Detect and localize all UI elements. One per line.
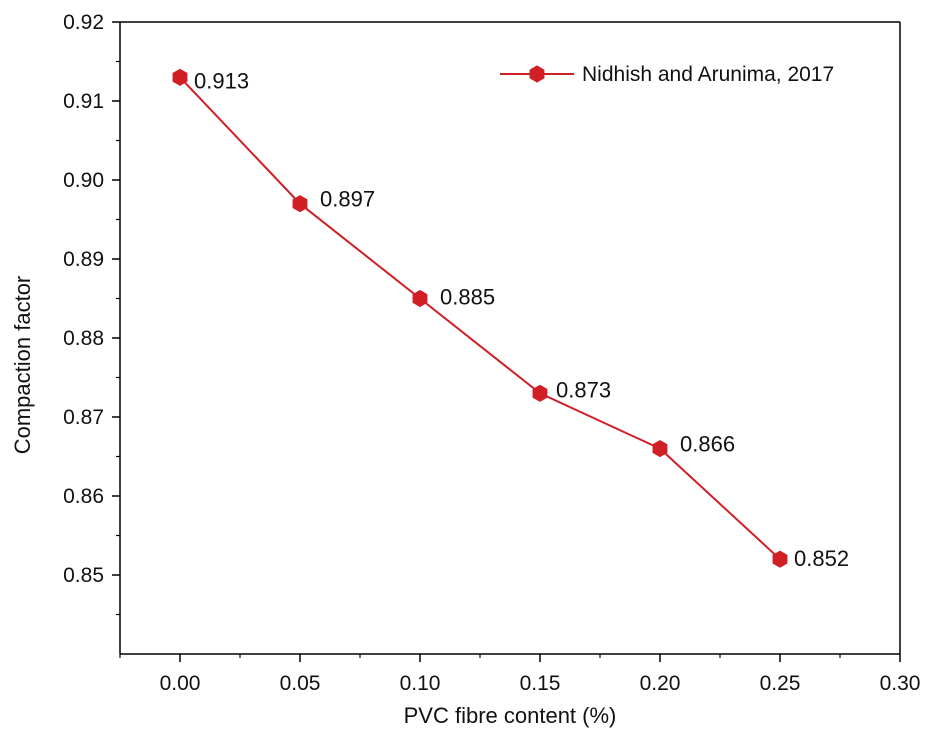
- data-point: [412, 289, 428, 308]
- y-tick-label: 0.85: [63, 564, 104, 587]
- y-tick-label: 0.91: [63, 90, 104, 113]
- x-tick-label: 0.25: [760, 672, 801, 695]
- data-label: 0.873: [556, 377, 611, 402]
- y-axis-title: Compaction factor: [10, 276, 35, 455]
- data-point: [172, 68, 188, 86]
- tick-labels: 0.00 0.05 0.10 0.15 0.20 0.25 0.30 0.85 0.86 0.87…: [63, 11, 920, 695]
- y-tick-label: 0.88: [63, 327, 104, 350]
- series-layer: 0.913 0.897 0.885 0.873 0.866 0.852: [172, 68, 849, 571]
- legend-label: Nidhish and Arunima, 2017: [582, 63, 834, 86]
- x-tick-label: 0.05: [280, 672, 321, 695]
- data-point: [772, 550, 788, 568]
- data-label: 0.897: [320, 187, 375, 212]
- x-axis-title: PVC fibre content (%): [404, 703, 617, 728]
- legend: Nidhish and Arunima, 2017: [500, 63, 834, 86]
- data-label: 0.885: [440, 285, 495, 310]
- data-label: 0.852: [794, 546, 849, 571]
- x-tick-label: 0.30: [880, 672, 921, 695]
- y-tick-label: 0.86: [63, 485, 104, 508]
- data-point: [292, 195, 308, 213]
- data-point: [652, 440, 668, 458]
- data-label: 0.866: [680, 432, 735, 457]
- data-label: 0.913: [194, 68, 249, 93]
- y-tick-label: 0.89: [63, 248, 104, 271]
- x-tick-label: 0.15: [520, 672, 561, 695]
- legend-marker: [529, 65, 545, 83]
- x-tick-label: 0.20: [640, 672, 681, 695]
- x-tick-label: 0.00: [160, 672, 201, 695]
- axis-ticks: [112, 21, 901, 662]
- y-tick-label: 0.92: [63, 11, 104, 34]
- y-tick-label: 0.90: [63, 169, 104, 192]
- x-tick-label: 0.10: [400, 672, 441, 695]
- data-point: [532, 384, 548, 402]
- series-line: [179, 76, 781, 560]
- y-tick-label: 0.87: [63, 406, 104, 429]
